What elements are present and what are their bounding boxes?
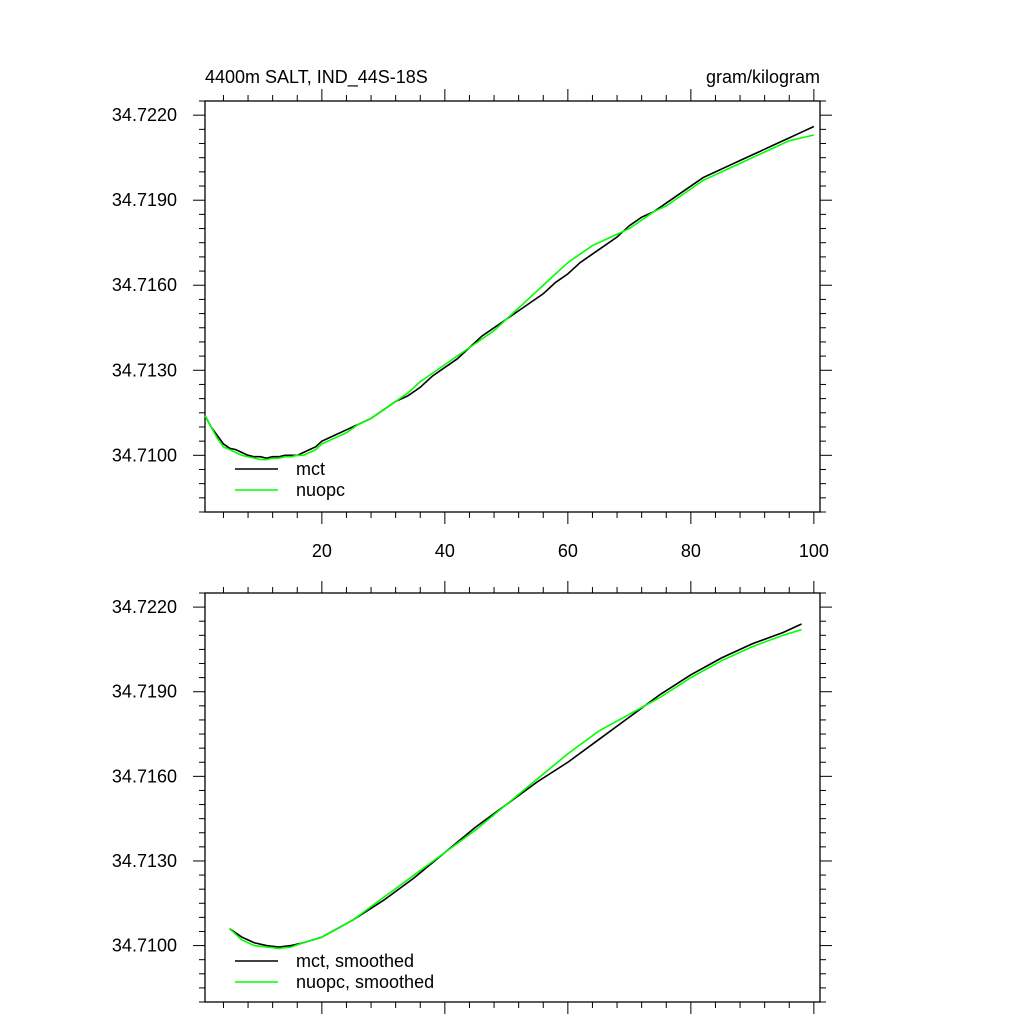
series-line-mct-smoothed xyxy=(229,623,802,948)
x-tick-label: 20 xyxy=(312,541,332,561)
x-tick-label: 100 xyxy=(799,541,829,561)
series-line-nuopc xyxy=(204,134,815,461)
bottom-panel: 34.7100 34.7130 34.7160 34.7190 34.7220 … xyxy=(112,581,832,1014)
legend-label-mct: mct xyxy=(296,459,325,479)
ticks-bottom xyxy=(193,581,832,1014)
plot-frame-bottom xyxy=(204,592,821,1003)
y-tick-label: 34.7130 xyxy=(112,360,177,380)
y-tick-label: 34.7190 xyxy=(112,190,177,210)
y-tick-label: 34.7160 xyxy=(112,766,177,786)
plot-frame-top xyxy=(204,100,821,513)
x-tick-labels-top: 20 40 60 80 100 xyxy=(312,541,829,561)
y-tick-label: 34.7220 xyxy=(112,105,177,125)
units-label: gram/kilogram xyxy=(706,67,820,87)
legend-bottom: mct, smoothed nuopc, smoothed xyxy=(235,951,434,992)
series-line-nuopc-smoothed xyxy=(229,628,802,950)
x-tick-label: 40 xyxy=(435,541,455,561)
ticks-top xyxy=(193,89,832,524)
y-tick-labels-bottom: 34.7100 34.7130 34.7160 34.7190 34.7220 xyxy=(112,597,177,955)
y-tick-label: 34.7160 xyxy=(112,275,177,295)
series-line-mct xyxy=(204,125,815,459)
chart-title: 4400m SALT, IND_44S-18S xyxy=(205,67,428,88)
legend-label-nuopc-smoothed: nuopc, smoothed xyxy=(296,972,434,992)
top-panel: 4400m SALT, IND_44S-18S gram/kilogram 34… xyxy=(112,67,832,561)
y-tick-label: 34.7190 xyxy=(112,682,177,702)
y-tick-label: 34.7100 xyxy=(112,445,177,465)
y-tick-labels-top: 34.7100 34.7130 34.7160 34.7190 34.7220 xyxy=(112,105,177,465)
y-tick-label: 34.7220 xyxy=(112,597,177,617)
x-tick-label: 60 xyxy=(558,541,578,561)
legend-top: mct nuopc xyxy=(235,459,345,500)
y-tick-label: 34.7130 xyxy=(112,851,177,871)
x-tick-label: 80 xyxy=(681,541,701,561)
y-tick-label: 34.7100 xyxy=(112,936,177,956)
legend-label-nuopc: nuopc xyxy=(296,480,345,500)
legend-label-mct-smoothed: mct, smoothed xyxy=(296,951,414,971)
